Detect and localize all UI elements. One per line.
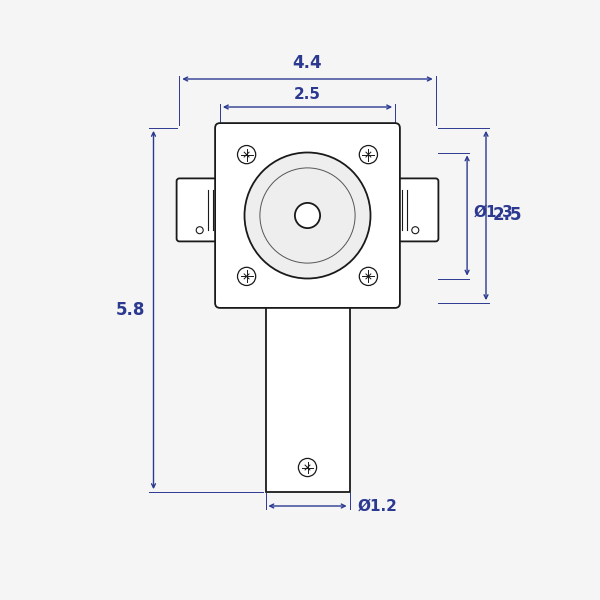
Text: Ø1.2: Ø1.2 — [358, 499, 398, 514]
FancyBboxPatch shape — [176, 178, 223, 241]
Circle shape — [359, 145, 377, 164]
Circle shape — [359, 267, 377, 286]
Circle shape — [298, 458, 317, 476]
Circle shape — [260, 168, 355, 263]
Circle shape — [245, 152, 371, 278]
Text: 5.8: 5.8 — [116, 301, 145, 319]
Text: 4.4: 4.4 — [293, 54, 322, 72]
Circle shape — [238, 267, 256, 286]
Bar — [266, 303, 350, 492]
Circle shape — [238, 145, 256, 164]
Text: 2.5: 2.5 — [294, 87, 321, 102]
FancyBboxPatch shape — [392, 178, 439, 241]
Text: 2.5: 2.5 — [493, 206, 523, 224]
Text: Ø1.3: Ø1.3 — [474, 205, 514, 220]
Circle shape — [295, 203, 320, 228]
FancyBboxPatch shape — [215, 123, 400, 308]
